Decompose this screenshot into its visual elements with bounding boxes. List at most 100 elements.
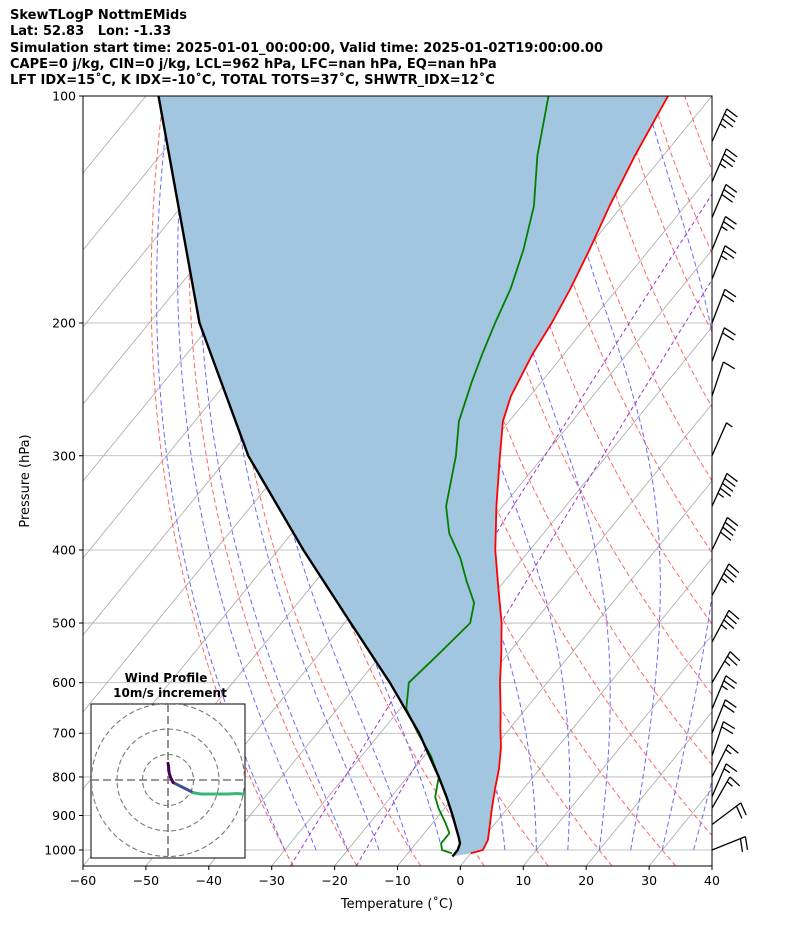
barb-staff bbox=[711, 422, 728, 457]
parcel-profile bbox=[157, 96, 462, 858]
temperature-profile bbox=[470, 96, 669, 855]
isotherm-line bbox=[83, 96, 210, 251]
barb-flag bbox=[726, 472, 738, 483]
isotherm-line bbox=[83, 96, 84, 97]
barb-flag bbox=[729, 651, 741, 662]
x-tick-label: −50 bbox=[133, 873, 159, 888]
barb-half-flag bbox=[723, 768, 731, 774]
barb-half-flag bbox=[717, 492, 725, 498]
barb-half-flag bbox=[725, 749, 732, 755]
barb-staff bbox=[711, 721, 725, 757]
barb-staff bbox=[711, 563, 730, 597]
dry-adiabat bbox=[783, 96, 794, 866]
barb-flag bbox=[729, 776, 741, 787]
barb-flag bbox=[720, 531, 732, 541]
barb-flag bbox=[725, 614, 737, 625]
isotherm-line bbox=[397, 480, 712, 866]
x-tick-label: −10 bbox=[384, 873, 410, 888]
dry-adiabat bbox=[358, 96, 677, 866]
wind-barb bbox=[711, 108, 738, 143]
barb-flag bbox=[721, 118, 734, 128]
wind-barb bbox=[711, 472, 738, 507]
wind-barb bbox=[711, 422, 733, 457]
barb-flag bbox=[724, 477, 736, 488]
barb-flag bbox=[724, 521, 736, 532]
barb-staff bbox=[711, 184, 727, 218]
wind-barb bbox=[711, 245, 737, 280]
barb-flag bbox=[725, 675, 738, 685]
dry-adiabat bbox=[521, 96, 712, 554]
moist-adiabat bbox=[156, 96, 286, 851]
moist-adiabat bbox=[545, 96, 661, 851]
barb-half-flag bbox=[720, 577, 728, 584]
isotherm-line bbox=[460, 557, 712, 866]
isotherm-line bbox=[711, 865, 712, 866]
x-tick-label: 10 bbox=[515, 873, 531, 888]
barb-flag bbox=[744, 836, 749, 850]
y-tick-label: 400 bbox=[52, 542, 76, 557]
dry-adiabat bbox=[619, 96, 712, 333]
barb-half-flag bbox=[721, 226, 728, 232]
y-tick-label: 600 bbox=[52, 675, 76, 690]
moist-adiabat bbox=[177, 96, 317, 851]
moist-adiabat bbox=[471, 96, 611, 851]
hodograph-inset: Wind Profile 10m/s increment bbox=[90, 671, 246, 859]
dry-adiabat bbox=[150, 96, 294, 866]
cin-shading bbox=[158, 96, 668, 857]
barb-flag bbox=[725, 568, 737, 578]
hodograph-subtitle: 10m/s increment bbox=[113, 686, 227, 700]
header-indices-1: CAPE=0 j/kg, CIN=0 j/kg, LCL=962 hPa, LF… bbox=[10, 56, 497, 72]
wind-barb bbox=[711, 516, 739, 551]
barb-staff bbox=[711, 361, 725, 397]
y-tick-label: 1000 bbox=[44, 843, 76, 858]
barb-flag bbox=[723, 361, 736, 370]
isotherm-line bbox=[83, 96, 273, 328]
wind-barb bbox=[711, 361, 736, 397]
wind-barb bbox=[711, 216, 737, 251]
header-location: Lat: 52.83 Lon: -1.33 bbox=[10, 24, 172, 40]
x-tick-label: 40 bbox=[704, 873, 720, 888]
barb-flag bbox=[722, 293, 735, 303]
barb-flag bbox=[735, 805, 743, 819]
isotherm-line bbox=[585, 711, 712, 866]
wind-barb bbox=[711, 763, 738, 798]
barb-half-flag bbox=[720, 255, 728, 261]
wind-barb bbox=[711, 183, 738, 218]
isotherm-line bbox=[208, 249, 712, 866]
wind-barb bbox=[711, 776, 741, 809]
hodograph-ring bbox=[92, 704, 245, 858]
y-tick-label: 700 bbox=[52, 726, 76, 741]
barb-half-flag bbox=[721, 685, 728, 691]
y-tick-label: 300 bbox=[52, 448, 76, 463]
barb-flag bbox=[723, 221, 735, 230]
y-tick-label: 500 bbox=[52, 616, 76, 631]
barb-flag bbox=[739, 838, 744, 852]
barb-flag bbox=[723, 188, 736, 198]
barb-half-flag bbox=[724, 660, 731, 667]
wind-barb bbox=[711, 721, 736, 757]
barb-half-flag bbox=[726, 422, 733, 428]
barb-flag bbox=[727, 516, 739, 527]
barb-flag bbox=[722, 704, 735, 713]
barb-flag bbox=[721, 726, 734, 735]
barb-flag bbox=[723, 721, 736, 730]
hodograph-trace bbox=[166, 761, 175, 784]
barb-flag bbox=[724, 288, 737, 298]
barb-flag bbox=[725, 763, 738, 773]
barb-staff bbox=[711, 610, 730, 643]
moist-adiabat bbox=[244, 96, 412, 851]
barb-half-flag bbox=[719, 163, 727, 169]
isotherm-line bbox=[522, 634, 712, 866]
dry-adiabat bbox=[750, 96, 794, 866]
barb-flag bbox=[722, 250, 735, 259]
moist-adiabat bbox=[693, 778, 712, 851]
chart-header: SkewTLogP NottmEMids Lat: 52.83 Lon: -1.3… bbox=[10, 8, 603, 89]
hodograph-trace bbox=[192, 791, 245, 796]
wind-barb bbox=[711, 609, 740, 643]
barb-flag bbox=[724, 699, 737, 708]
moist-adiabat bbox=[220, 96, 380, 851]
isotherm-line bbox=[271, 326, 712, 866]
dewpoint-profile bbox=[405, 96, 550, 855]
wind-barb bbox=[711, 802, 747, 826]
